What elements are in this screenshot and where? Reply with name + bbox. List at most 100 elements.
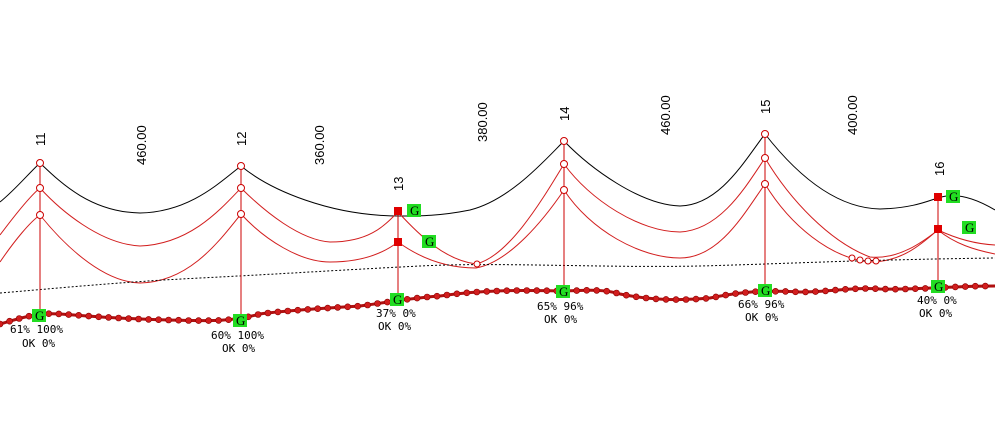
ground-survey-point [95, 313, 102, 321]
tower-13-stats: 37% 0% [376, 307, 416, 320]
ground-survey-point [403, 295, 411, 303]
ground-survey-point [792, 288, 799, 296]
conductor-clearance-marker [848, 254, 856, 262]
tower-11[interactable]: 11 G 61% 100% OK 0% [10, 133, 63, 351]
ground-survey-point [722, 291, 730, 299]
ground-survey-point [622, 291, 630, 299]
tower-15-g-marker [758, 284, 772, 297]
ground-survey-point [55, 310, 63, 318]
ground-survey-point [274, 308, 282, 316]
tower-16-top-attachment [934, 193, 942, 201]
ground-survey-point [593, 287, 601, 294]
ground-survey-point [65, 311, 72, 318]
ground-survey-point [75, 311, 82, 319]
span-label-13-14: 380.00 [475, 102, 490, 142]
span-label-14-15: 460.00 [658, 95, 673, 135]
tower-11-status: OK 0% [22, 337, 55, 350]
ground-survey-point [215, 317, 222, 324]
ground-survey-point [25, 312, 33, 320]
tower-13[interactable]: 13 G G G 37% 0% OK 0% [376, 177, 436, 333]
ground-survey-point [842, 285, 849, 293]
ground-survey-point [453, 290, 461, 298]
tower-11-g-marker [32, 309, 46, 322]
ground-survey-point [712, 293, 720, 301]
ground-survey-point [573, 287, 581, 294]
tower-11-label: 11 [33, 133, 48, 147]
ground-survey-point [6, 317, 13, 325]
ground-survey-point [463, 289, 471, 297]
tower-12-stats: 60% 100% [211, 329, 264, 342]
tower-14-g-text: G [559, 284, 568, 299]
ground-survey-point [155, 316, 162, 324]
ground-survey-point [384, 298, 391, 306]
tower-14-status: OK 0% [544, 313, 577, 326]
span-label-11-12: 460.00 [134, 125, 149, 165]
ground-survey-point [732, 290, 739, 297]
tower-15-top-attachment [761, 130, 769, 138]
tower-13-g-text: G [393, 292, 402, 307]
ground-survey-point [662, 296, 670, 303]
ground-survey-point [822, 287, 829, 295]
ground-survey-point [812, 288, 819, 295]
tower-13-g-marker-top [407, 204, 421, 217]
ground-survey-point [642, 294, 650, 302]
tower-16-g-text-mid: G [965, 220, 974, 235]
ground-survey-point [543, 287, 551, 295]
ground-survey-point [961, 283, 969, 290]
tower-14-label: 14 [557, 107, 572, 121]
tower-11-low-attachment [36, 211, 44, 219]
span-labels: 460.00 360.00 380.00 460.00 400.00 [134, 95, 860, 165]
ground-survey-point [165, 316, 172, 324]
ground-survey-point [374, 300, 381, 307]
tower-14[interactable]: 14 G 65% 96% OK 0% [537, 107, 584, 326]
ground-survey-point [692, 295, 700, 303]
tower-13-top-attachment [394, 207, 402, 215]
tower-12-top-attachment [237, 162, 245, 170]
ground-survey-point [523, 287, 531, 294]
tower-11-g-text: G [35, 308, 44, 323]
tower-11-stats: 61% 100% [10, 323, 63, 336]
ground-survey-point [225, 316, 232, 324]
ground-survey-point [85, 312, 92, 320]
tower-16-label: 16 [932, 162, 947, 176]
ground-survey-point [911, 285, 919, 293]
ground-survey-point [334, 304, 342, 311]
ground-survey-point [483, 288, 491, 295]
tower-16-g-text-top: G [949, 189, 958, 204]
tower-16-status: OK 0% [919, 307, 952, 320]
tower-16-mid-attachment [934, 225, 942, 233]
ground-survey-point [135, 315, 142, 323]
ground-survey-point [852, 285, 859, 293]
ground-survey-point [413, 294, 421, 302]
towers-layer: 11 G 61% 100% OK 0% 12 G 60% 100% OK 0% … [10, 100, 976, 355]
tower-15-stats: 66% 96% [738, 298, 785, 311]
ground-survey-point [772, 287, 779, 295]
clearance-line [0, 257, 995, 294]
tower-15-mid-attachment [761, 154, 769, 162]
ground-survey-point [443, 291, 451, 299]
ground-survey-point [254, 311, 262, 318]
tower-13-g-text-mid: G [425, 234, 434, 249]
ground-survey-point [971, 282, 979, 290]
tower-15-label: 15 [758, 100, 773, 114]
ground-survey-point [354, 302, 362, 310]
tower-16-g-marker-mid [962, 221, 976, 234]
tower-15-g-text: G [761, 283, 770, 298]
tower-12-mid-attachment [237, 184, 245, 192]
ground-survey-point [583, 286, 591, 294]
tower-16-g-marker-top [946, 190, 960, 203]
tower-12[interactable]: 12 G 60% 100% OK 0% [211, 132, 264, 355]
tower-15-status: OK 0% [745, 311, 778, 324]
tower-15[interactable]: 15 G 66% 96% OK 0% [738, 100, 785, 324]
ground-survey-point [314, 305, 322, 313]
low-conductor [0, 183, 995, 284]
tower-16[interactable]: 16 G G G 40% 0% OK 0% [917, 162, 976, 320]
tower-13-mid-attachment [394, 238, 402, 246]
tower-12-g-text: G [236, 313, 245, 328]
ground-survey-point [981, 282, 989, 290]
ground-survey-point [0, 320, 4, 328]
conductor-clearance-marker [856, 256, 864, 264]
tower-14-low-attachment [560, 186, 568, 194]
